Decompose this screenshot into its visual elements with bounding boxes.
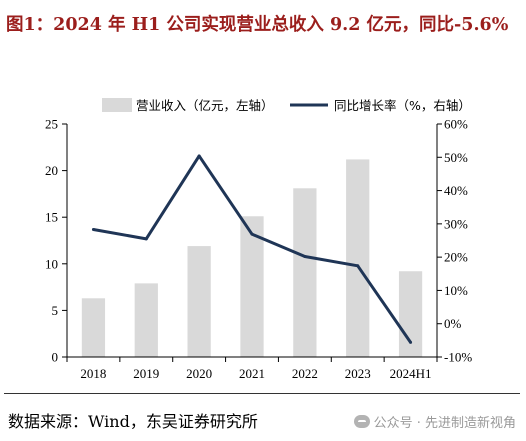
legend-bar-swatch: [102, 98, 132, 112]
line-point: [197, 154, 201, 158]
line-point: [303, 254, 307, 258]
axes: 0 5 10 15 20 25 -10% 0% 10% 20% 30% 40% 50% 60% 2018 20…: [45, 117, 472, 382]
legend-line-label: 同比增长率（%，右轴）: [334, 98, 471, 113]
bar: [398, 271, 423, 357]
bar: [134, 283, 158, 357]
right-tick-label: 10%: [444, 283, 468, 298]
x-tick-label: 2018: [80, 366, 106, 381]
wechat-icon: [353, 415, 370, 428]
right-tick-label: 20%: [444, 250, 468, 265]
bar: [187, 246, 211, 357]
right-tick-label: 30%: [444, 216, 468, 231]
right-tick-label: 0%: [444, 316, 462, 331]
left-tick-label: 5: [52, 303, 59, 318]
x-tick-label: 2022: [292, 366, 318, 381]
bar-series: [81, 159, 423, 357]
bar: [240, 216, 264, 357]
line-point: [409, 340, 413, 344]
left-tick-label: 0: [52, 350, 59, 365]
x-tick-label: 2021: [239, 366, 265, 381]
x-tick-label: 2024H1: [390, 366, 432, 381]
bar: [346, 159, 370, 357]
right-tick-label: 50%: [444, 150, 468, 165]
line-series: [91, 154, 413, 344]
left-tick-label: 15: [45, 210, 58, 225]
line-point: [250, 232, 254, 236]
right-tick-label: -10%: [444, 350, 472, 365]
legend: 营业收入（亿元，左轴） 同比增长率（%，右轴）: [102, 98, 471, 113]
chart-title: 图1：2024 年 H1 公司实现营业总收入 9.2 亿元，同比-5.6%: [6, 15, 509, 35]
x-tick-label: 2020: [186, 366, 212, 381]
left-tick-label: 25: [45, 117, 58, 132]
watermark: 公众号 · 先进制造新视角: [353, 412, 516, 431]
line-point: [91, 228, 95, 232]
bar: [81, 298, 106, 357]
legend-bar-label: 营业收入（亿元，左轴）: [136, 98, 274, 113]
left-tick-label: 20: [45, 163, 58, 178]
right-tick-label: 40%: [444, 183, 468, 198]
source-note: 数据来源：Wind，东吴证券研究所: [8, 412, 258, 431]
left-tick-label: 10: [45, 256, 58, 271]
line-point: [144, 237, 148, 241]
right-tick-label: 60%: [444, 117, 468, 132]
x-tick-label: 2023: [345, 366, 371, 381]
watermark-text: 公众号 · 先进制造新视角: [373, 416, 516, 431]
source-divider: [4, 393, 520, 394]
x-tick-label: 2019: [133, 366, 159, 381]
chart: 营业收入（亿元，左轴） 同比增长率（%，右轴） 0 5 10 15 20 25 -10% 0% 1…: [45, 98, 472, 382]
line-point: [356, 264, 360, 268]
bar: [293, 188, 317, 357]
